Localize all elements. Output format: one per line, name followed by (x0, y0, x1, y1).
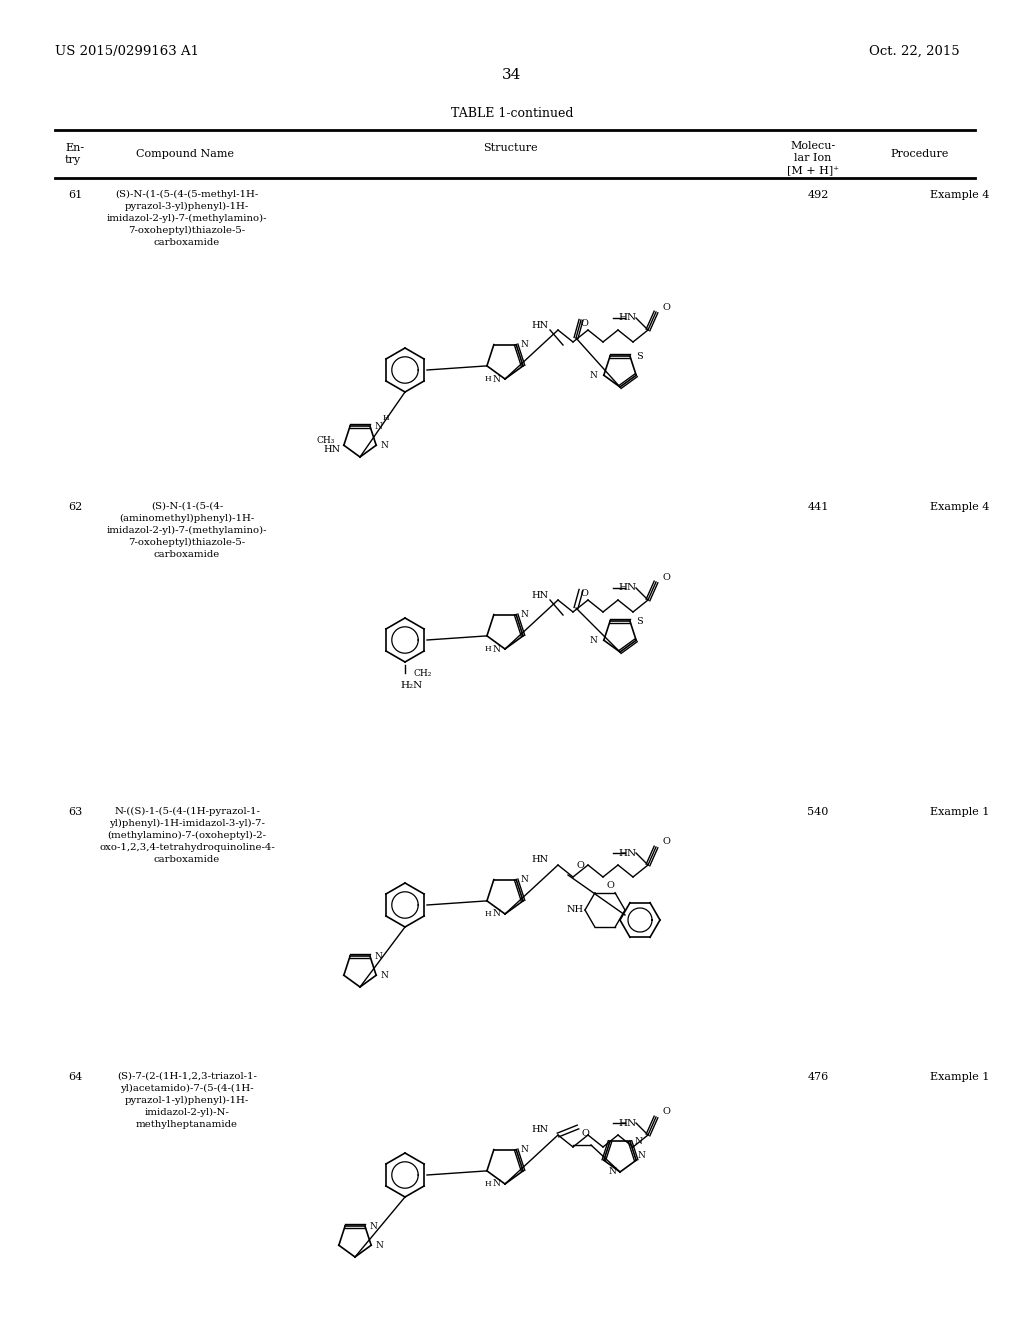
Text: N: N (369, 1222, 377, 1230)
Text: carboxamide: carboxamide (154, 238, 220, 247)
Text: N: N (374, 422, 382, 430)
Text: imidazol-2-yl)-7-(methylamino)-: imidazol-2-yl)-7-(methylamino)- (106, 214, 267, 223)
Text: S: S (637, 616, 643, 626)
Text: H₂N: H₂N (400, 681, 422, 689)
Text: Example 1: Example 1 (930, 807, 989, 817)
Text: S: S (637, 351, 643, 360)
Text: N: N (590, 371, 598, 380)
Text: N: N (520, 610, 528, 619)
Text: HN: HN (531, 855, 549, 865)
Text: HN: HN (618, 314, 637, 322)
Text: H: H (383, 414, 389, 422)
Text: US 2015/0299163 A1: US 2015/0299163 A1 (55, 45, 199, 58)
Text: O: O (663, 302, 670, 312)
Text: HN: HN (618, 1118, 637, 1127)
Text: H: H (484, 1180, 492, 1188)
Text: pyrazol-3-yl)phenyl)-1H-: pyrazol-3-yl)phenyl)-1H- (125, 202, 249, 211)
Text: imidazol-2-yl)-N-: imidazol-2-yl)-N- (144, 1107, 229, 1117)
Text: N: N (520, 1146, 528, 1154)
Text: CH₃: CH₃ (316, 436, 335, 445)
Text: (aminomethyl)phenyl)-1H-: (aminomethyl)phenyl)-1H- (120, 513, 255, 523)
Text: O: O (663, 1107, 670, 1117)
Text: yl)acetamido)-7-(5-(4-(1H-: yl)acetamido)-7-(5-(4-(1H- (120, 1084, 254, 1093)
Text: TABLE 1-continued: TABLE 1-continued (451, 107, 573, 120)
Text: 492: 492 (807, 190, 828, 201)
Text: O: O (663, 573, 670, 582)
Text: oxo-1,2,3,4-tetrahydroquinoline-4-: oxo-1,2,3,4-tetrahydroquinoline-4- (99, 843, 274, 851)
Text: 7-oxoheptyl)thiazole-5-: 7-oxoheptyl)thiazole-5- (128, 539, 246, 546)
Text: N: N (493, 375, 500, 384)
Text: N: N (493, 1180, 500, 1188)
Text: HN: HN (531, 1126, 549, 1134)
Text: Molecu-: Molecu- (791, 141, 836, 150)
Text: (S)-N-(1-(5-(4-(5-methyl-1H-: (S)-N-(1-(5-(4-(5-methyl-1H- (116, 190, 259, 199)
Text: 63: 63 (68, 807, 82, 817)
Text: HN: HN (531, 321, 549, 330)
Text: carboxamide: carboxamide (154, 855, 220, 865)
Text: HN: HN (531, 590, 549, 599)
Text: Procedure: Procedure (891, 149, 949, 158)
Text: pyrazol-1-yl)phenyl)-1H-: pyrazol-1-yl)phenyl)-1H- (125, 1096, 249, 1105)
Text: O: O (581, 1129, 589, 1138)
Text: methylheptanamide: methylheptanamide (136, 1119, 238, 1129)
Text: O: O (580, 318, 588, 327)
Text: 62: 62 (68, 502, 82, 512)
Text: En-: En- (65, 143, 84, 153)
Text: N: N (374, 952, 382, 961)
Text: O: O (663, 837, 670, 846)
Text: N: N (520, 341, 528, 348)
Text: 64: 64 (68, 1072, 82, 1082)
Text: N: N (380, 441, 388, 450)
Text: CH₂: CH₂ (414, 668, 432, 677)
Text: 7-oxoheptyl)thiazole-5-: 7-oxoheptyl)thiazole-5- (128, 226, 246, 235)
Text: Compound Name: Compound Name (136, 149, 234, 158)
Text: imidazol-2-yl)-7-(methylamino)-: imidazol-2-yl)-7-(methylamino)- (106, 525, 267, 535)
Text: Example 4: Example 4 (930, 190, 989, 201)
Text: Example 1: Example 1 (930, 1072, 989, 1082)
Text: N: N (520, 875, 528, 884)
Text: [M + H]⁺: [M + H]⁺ (787, 165, 839, 176)
Text: N: N (608, 1167, 616, 1176)
Text: Example 4: Example 4 (930, 502, 989, 512)
Text: NH: NH (566, 906, 584, 915)
Text: (S)-N-(1-(5-(4-: (S)-N-(1-(5-(4- (151, 502, 223, 511)
Text: HN: HN (618, 849, 637, 858)
Text: Oct. 22, 2015: Oct. 22, 2015 (869, 45, 959, 58)
Text: N: N (493, 909, 500, 919)
Text: (S)-7-(2-(1H-1,2,3-triazol-1-: (S)-7-(2-(1H-1,2,3-triazol-1- (117, 1072, 257, 1081)
Text: O: O (580, 589, 588, 598)
Text: yl)phenyl)-1H-imidazol-3-yl)-7-: yl)phenyl)-1H-imidazol-3-yl)-7- (110, 818, 265, 828)
Text: lar Ion: lar Ion (795, 153, 831, 162)
Text: N: N (380, 970, 388, 979)
Text: N: N (634, 1137, 642, 1146)
Text: N: N (637, 1151, 645, 1160)
Text: 441: 441 (807, 502, 828, 512)
Text: N: N (493, 644, 500, 653)
Text: N-((S)-1-(5-(4-(1H-pyrazol-1-: N-((S)-1-(5-(4-(1H-pyrazol-1- (114, 807, 260, 816)
Text: carboxamide: carboxamide (154, 550, 220, 558)
Text: H: H (484, 909, 492, 917)
Text: N: N (375, 1241, 383, 1250)
Text: O: O (606, 880, 614, 890)
Text: 476: 476 (807, 1072, 828, 1082)
Text: Structure: Structure (482, 143, 538, 153)
Text: H: H (484, 645, 492, 653)
Text: 61: 61 (68, 190, 82, 201)
Text: H: H (484, 375, 492, 383)
Text: 34: 34 (503, 69, 521, 82)
Text: HN: HN (618, 583, 637, 593)
Text: (methylamino)-7-(oxoheptyl)-2-: (methylamino)-7-(oxoheptyl)-2- (108, 832, 266, 840)
Text: HN: HN (324, 446, 341, 454)
Text: O: O (577, 861, 584, 870)
Text: N: N (590, 636, 598, 644)
Text: try: try (65, 154, 81, 165)
Text: 540: 540 (807, 807, 828, 817)
